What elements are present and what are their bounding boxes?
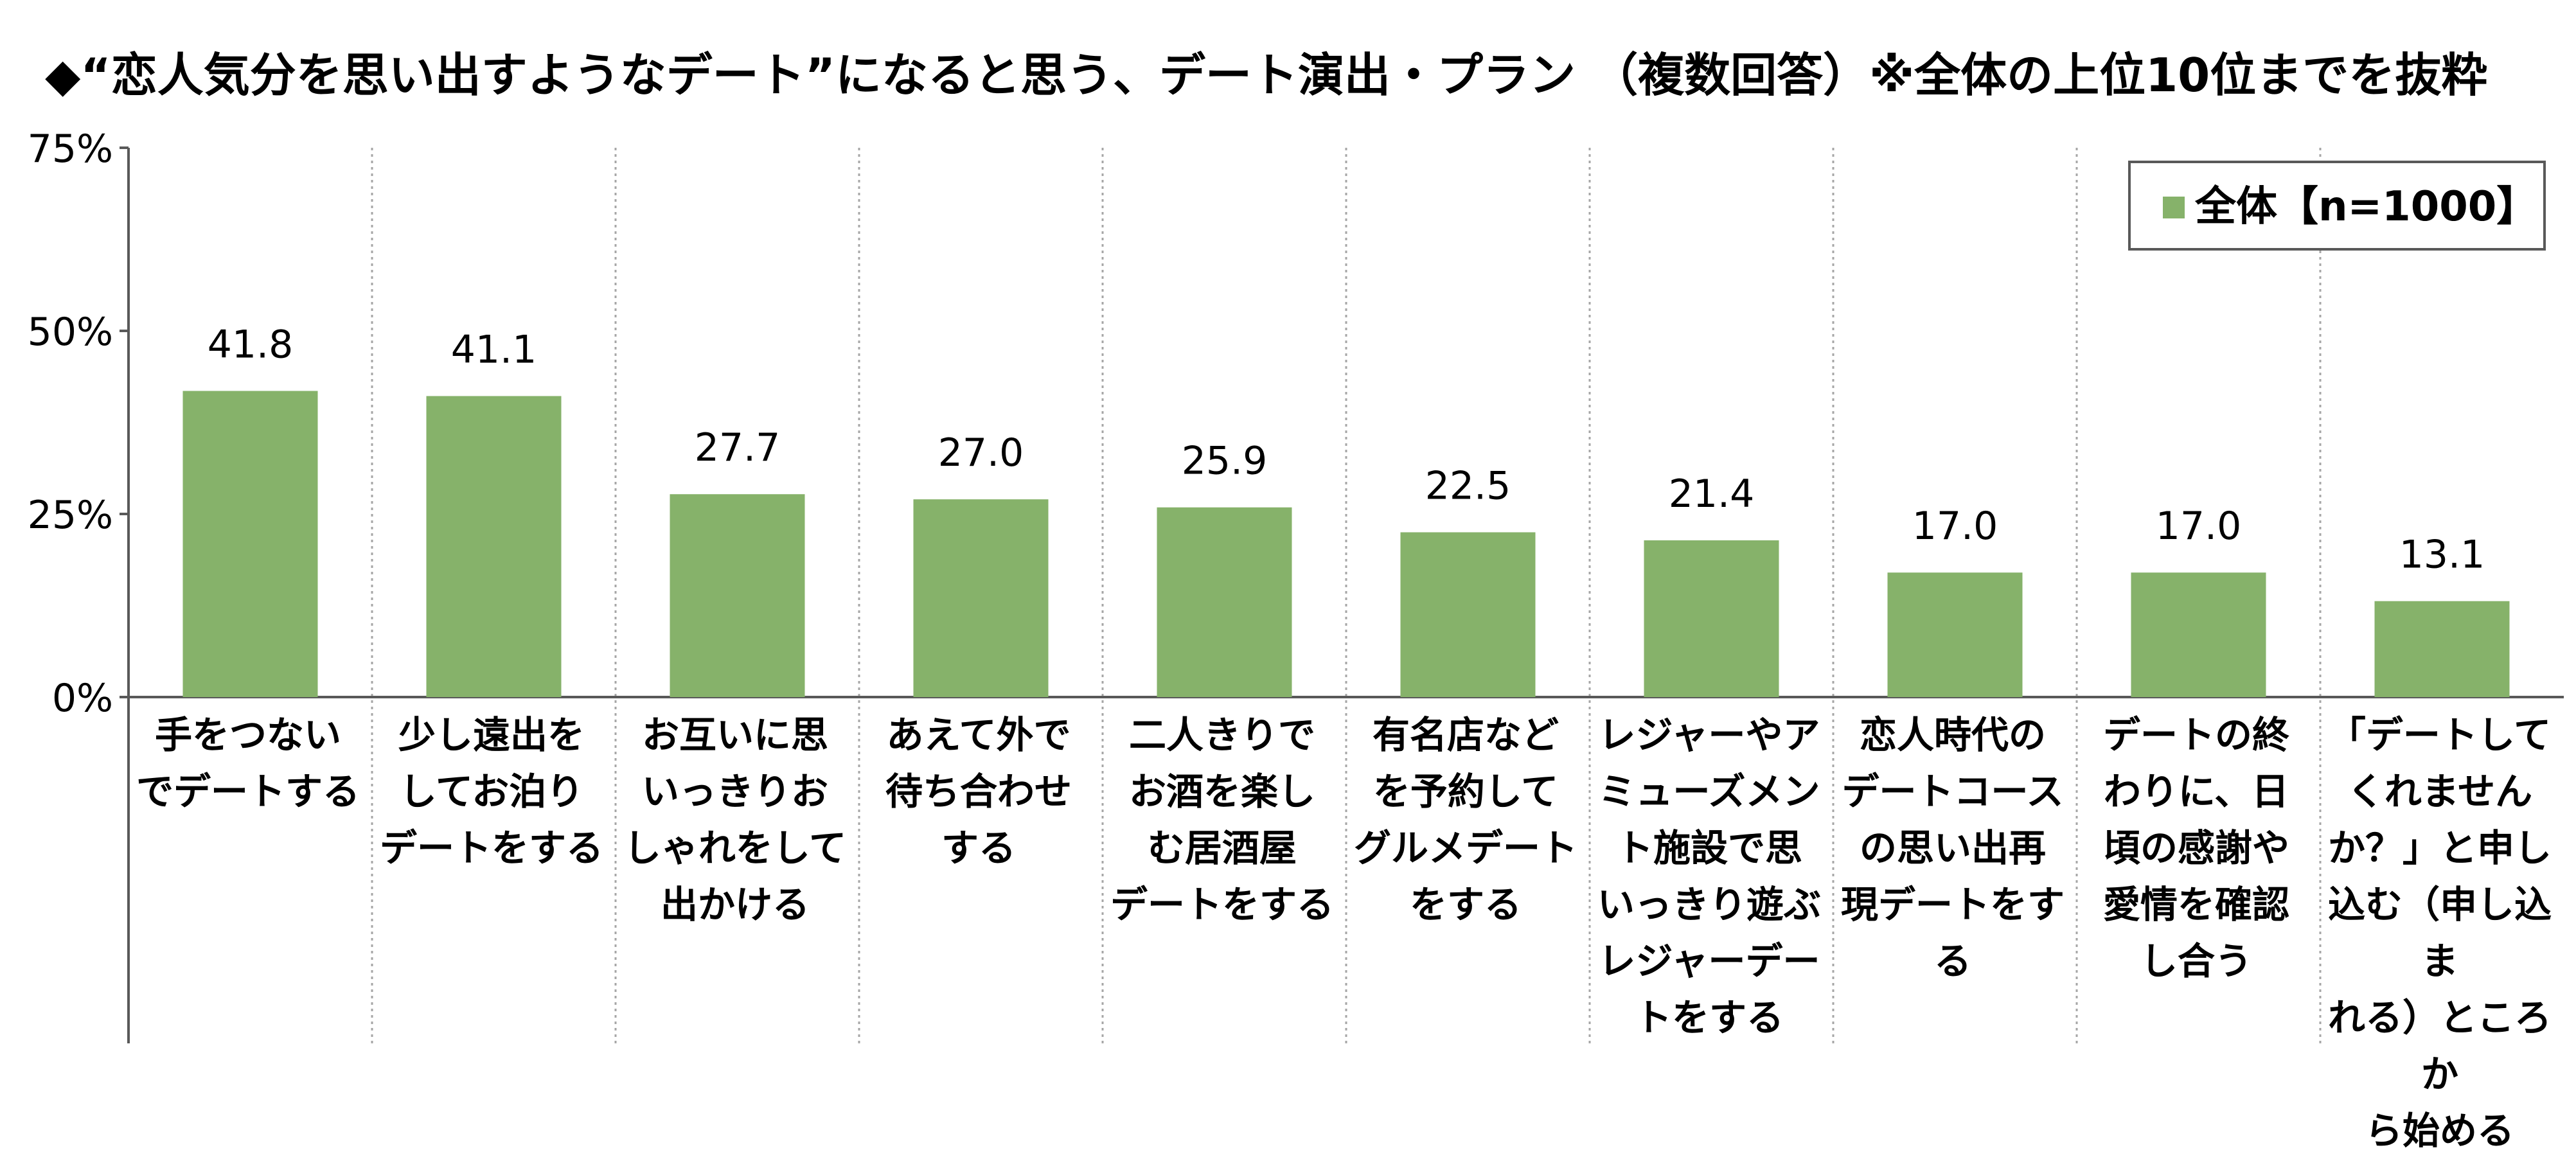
legend-swatch xyxy=(2163,197,2185,218)
bar-value-label: 21.4 xyxy=(1669,472,1755,517)
category-label: お互いに思 いっきりお しゃれをして 出かける xyxy=(623,713,847,926)
bar xyxy=(2131,572,2266,697)
bar-value-label: 13.1 xyxy=(2399,533,2485,578)
legend-label: 全体【n=1000】 xyxy=(2195,183,2538,231)
bar xyxy=(1157,507,1292,697)
category-label: レジャーやア ミューズメン ト施設で思 いっきり遊ぶ レジャーデー トをする xyxy=(1597,713,1821,1040)
bar xyxy=(1400,532,1536,697)
bar xyxy=(1887,572,2023,697)
bar xyxy=(182,391,318,697)
bar xyxy=(913,499,1049,697)
category-label: 有名店など を予約して グルメデート をする xyxy=(1353,713,1577,926)
category-label: あえて外で 待ち合わせ する xyxy=(885,713,1072,870)
y-tick-label: 50% xyxy=(28,310,113,355)
bar-value-label: 17.0 xyxy=(2156,504,2242,549)
bar xyxy=(2374,601,2510,697)
bar-value-label: 25.9 xyxy=(1182,439,1268,484)
category-label: 手をつない でデートする xyxy=(136,713,360,813)
legend: 全体【n=1000】 xyxy=(2128,161,2546,251)
category-label: 「デートして くれません か？」と申し 込む（申し込ま れる）ところか ら始める xyxy=(2327,713,2552,1153)
y-tick-label: 25% xyxy=(28,493,113,538)
category-label: 恋人時代の デートコース の思い出再 現デートをす る xyxy=(1840,713,2065,983)
bar-chart: 41.8 41.1 27.7 27.0 25.9 22.5 21.4 17.0 17.0 13.1… xyxy=(28,127,2564,1043)
bar-value-label: 41.1 xyxy=(451,327,537,372)
bar-value-label: 41.8 xyxy=(208,322,294,367)
chart-title: ◆“恋人気分を思い出すようなデート”になると思う、デート演出・プラン （複数回答… xyxy=(45,48,2488,102)
category-label: デートの終 わりに、日 頃の感謝や 愛情を確認 し合う xyxy=(2102,713,2289,983)
bar xyxy=(1644,540,1779,697)
bar xyxy=(426,396,562,697)
bar-value-label: 22.5 xyxy=(1425,464,1511,509)
bar xyxy=(670,494,805,697)
y-tick-label: 0% xyxy=(52,676,113,721)
bar-value-label: 17.0 xyxy=(1912,504,1998,549)
y-tick-label: 75% xyxy=(28,127,113,172)
bar-value-label: 27.0 xyxy=(938,430,1024,475)
category-label: 二人きりで お酒を楽し む居酒屋 デートをする xyxy=(1110,713,1334,926)
category-label: 少し遠出を してお泊り デートをする xyxy=(379,713,603,870)
bar-value-label: 27.7 xyxy=(695,425,781,470)
